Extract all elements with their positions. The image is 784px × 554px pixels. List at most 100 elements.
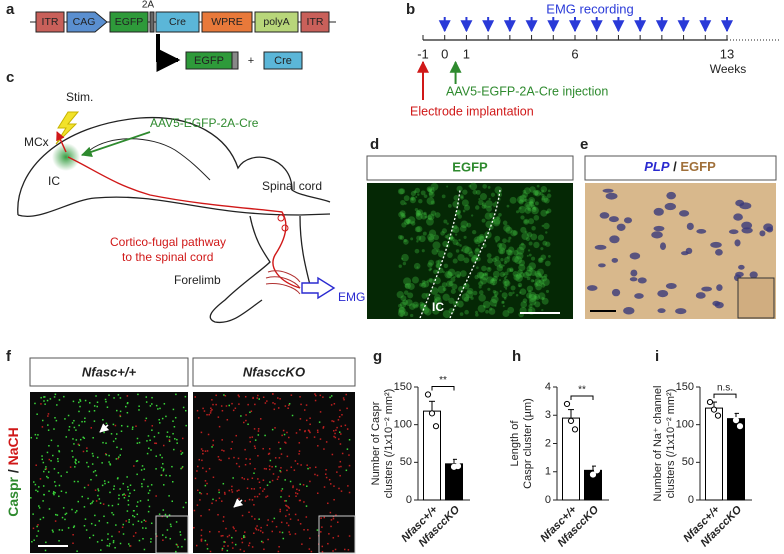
texture-dot	[335, 429, 337, 431]
texture-dot	[459, 312, 464, 316]
texture-dot	[38, 505, 40, 507]
texture-dot	[174, 438, 176, 440]
texture-dot	[256, 495, 259, 498]
texture-dot	[250, 410, 253, 413]
texture-dot	[421, 282, 427, 288]
texture-dot	[287, 407, 289, 409]
texture-dot	[139, 500, 142, 502]
texture-dot	[266, 495, 269, 497]
texture-dot	[175, 393, 177, 396]
texture-dot	[492, 202, 498, 208]
texture-dot	[320, 531, 322, 533]
texture-dot	[530, 256, 536, 261]
texture-dot	[136, 501, 139, 503]
texture-dot	[331, 453, 334, 456]
texture-dot	[36, 525, 38, 528]
texture-dot	[323, 486, 326, 488]
texture-dot	[526, 276, 531, 281]
texture-dot	[449, 236, 455, 242]
texture-dot	[262, 490, 264, 492]
column-header: NfasccKO	[243, 364, 305, 379]
region-label: IC	[432, 300, 444, 314]
texture-dot	[252, 397, 254, 400]
texture-dot	[298, 489, 301, 492]
texture-dot	[82, 450, 85, 453]
texture-dot	[343, 398, 345, 401]
texture-dot	[133, 516, 136, 518]
texture-dot	[531, 225, 536, 231]
texture-dot	[455, 233, 458, 236]
texture-dot	[47, 476, 49, 479]
texture-dot	[147, 485, 149, 488]
texture-dot	[421, 249, 425, 253]
texture-dot	[184, 395, 187, 398]
texture-dot	[231, 441, 233, 443]
texture-dot	[92, 471, 95, 473]
texture-dot	[298, 442, 301, 444]
texture-cell	[738, 264, 745, 270]
texture-dot	[57, 458, 59, 460]
texture-dot	[476, 271, 484, 279]
texture-dot	[468, 251, 474, 257]
texture-dot	[309, 423, 311, 426]
element-box	[300, 11, 330, 33]
texture-dot	[340, 433, 342, 435]
texture-dot	[495, 240, 498, 243]
texture-dot	[221, 500, 223, 502]
texture-dot	[257, 529, 260, 531]
texture-dot	[456, 185, 463, 192]
texture-dot	[507, 306, 515, 314]
texture-dot	[515, 274, 523, 282]
texture-dot	[182, 406, 185, 409]
texture-dot	[226, 549, 229, 552]
texture-dot	[266, 400, 268, 402]
texture-dot	[418, 235, 426, 243]
texture-dot	[475, 310, 478, 314]
pointer	[233, 498, 244, 508]
texture-dot	[329, 483, 332, 485]
texture-dot	[36, 535, 38, 537]
texture-dot	[241, 477, 243, 479]
texture-dot	[531, 206, 539, 215]
texture-dot	[69, 466, 72, 468]
texture-dot	[460, 270, 467, 277]
y-tick-label: 1	[545, 466, 551, 478]
texture-dot	[478, 199, 484, 206]
texture-dot	[206, 450, 209, 452]
texture-dot	[430, 182, 439, 191]
texture-dot	[258, 398, 261, 400]
texture-dot	[150, 538, 152, 540]
texture-dot	[400, 313, 404, 317]
texture-dot	[513, 249, 519, 256]
texture-dot	[530, 279, 534, 283]
texture-dot	[325, 476, 328, 479]
texture-dot	[180, 453, 183, 455]
texture-dot	[138, 409, 140, 411]
texture-dot	[540, 254, 547, 260]
texture-dot	[258, 481, 261, 484]
texture-dot	[488, 197, 491, 201]
texture-dot	[542, 240, 548, 246]
texture-dot	[492, 283, 495, 286]
texture-dot	[220, 405, 223, 407]
texture-dot	[399, 188, 406, 195]
texture-dot	[199, 491, 201, 494]
texture-dot	[398, 211, 404, 218]
texture-dot	[218, 458, 221, 461]
y-tick-label: 50	[400, 456, 412, 468]
texture-dot	[503, 297, 507, 300]
texture-dot	[541, 296, 545, 300]
texture-dot	[180, 467, 182, 470]
texture-dot	[399, 301, 407, 308]
texture-dot	[168, 439, 171, 441]
texture-dot	[456, 274, 461, 279]
texture-dot	[217, 456, 220, 458]
texture-dot	[410, 313, 414, 318]
texture-dot	[526, 204, 530, 209]
texture-dot	[37, 434, 39, 436]
texture-dot	[244, 531, 246, 533]
texture-dot	[82, 436, 84, 439]
texture-dot	[403, 277, 412, 286]
texture-dot	[225, 527, 227, 530]
texture-dot	[504, 280, 511, 287]
